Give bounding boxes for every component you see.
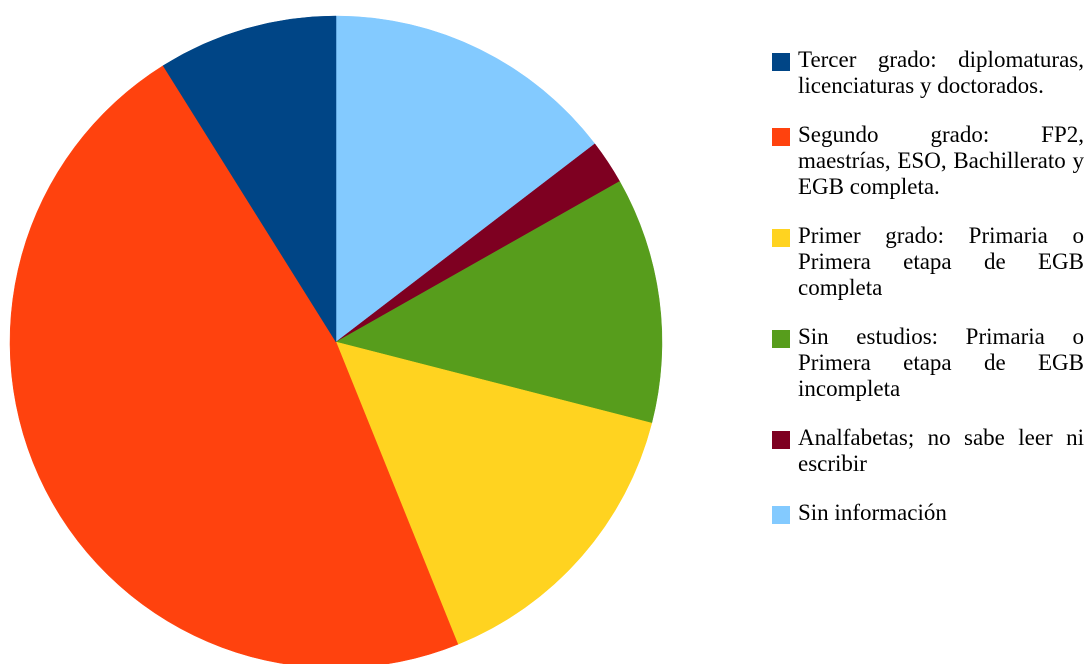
- legend-item-5: Sin información: [772, 500, 1084, 526]
- legend-swatch-0: [772, 53, 790, 71]
- legend-swatch-1: [772, 128, 790, 146]
- legend-label-4: Analfabetas; no sabe leer ni escribir: [798, 425, 1084, 476]
- pie-slice-4: [9, 65, 459, 664]
- legend-swatch-5: [772, 506, 790, 524]
- pie-slice-5: [162, 15, 337, 343]
- legend-label-3: Sin estudios: Primaria o Primera etapa d…: [798, 324, 1084, 401]
- legend-label-5: Sin información: [798, 500, 947, 525]
- legend-item-2: Primer grado: Primaria o Primera etapa d…: [772, 223, 1084, 301]
- legend-item-3: Sin estudios: Primaria o Primera etapa d…: [772, 324, 1084, 402]
- legend-item-1: Segundo grado: FP2, maestrías, ESO, Bach…: [772, 122, 1084, 200]
- legend-label-2: Primer grado: Primaria o Primera etapa d…: [798, 223, 1084, 300]
- legend-swatch-4: [772, 431, 790, 449]
- legend-label-1: Segundo grado: FP2, maestrías, ESO, Bach…: [798, 122, 1084, 199]
- legend-item-4: Analfabetas; no sabe leer ni escribir: [772, 425, 1084, 477]
- legend-label-0: Tercer grado: diplomaturas, licenciatura…: [798, 47, 1084, 98]
- legend-swatch-3: [772, 330, 790, 348]
- pie-chart: [9, 15, 663, 664]
- pie-slice-3: [335, 341, 653, 645]
- pie-slice-2: [335, 181, 663, 424]
- legend-item-0: Tercer grado: diplomaturas, licenciatura…: [772, 47, 1084, 99]
- chart-legend: Tercer grado: diplomaturas, licenciatura…: [772, 47, 1084, 549]
- legend-swatch-2: [772, 229, 790, 247]
- pie-slice-0: [335, 15, 596, 343]
